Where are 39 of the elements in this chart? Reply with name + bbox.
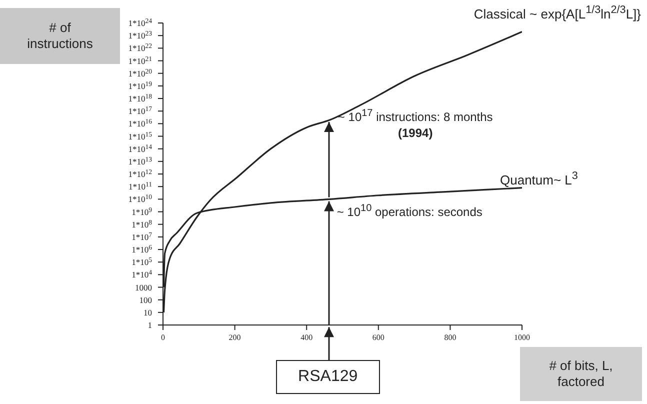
y-tick-label: 1*10$^{10}$ <box>128 194 153 204</box>
y-tick-label: 1 <box>148 320 152 330</box>
y-tick-label: 1*10$^{13}$ <box>128 156 153 166</box>
x-tick-label: 600 <box>372 333 384 342</box>
y-tick-label: 1*10$^{6}$ <box>132 244 153 254</box>
annotation: ~ 10$^{17}$ instructions: 8 months <box>338 108 493 124</box>
y-tick-label: 10 <box>144 307 152 318</box>
y-tick-label: 1*10$^{17}$ <box>128 106 153 116</box>
y-tick-label: 1*10$^{7}$ <box>132 231 153 242</box>
y-tick-label: 1*10$^{14}$ <box>128 143 153 154</box>
y-tick-label: 1000 <box>135 282 152 292</box>
y-tick-label: 1*10$^{24}$ <box>128 18 153 28</box>
annotation: ~ 10$^{10}$ operations: seconds <box>336 203 482 220</box>
y-tick-label: 1*10$^{19}$ <box>128 80 153 91</box>
y-tick-label: 1*10$^{5}$ <box>132 256 153 268</box>
y-tick-label: 1*10$^{11}$ <box>128 181 152 192</box>
annotation: (1994) <box>398 126 433 140</box>
y-tick-label: 1*10$^{18}$ <box>128 93 153 104</box>
y-tick-label: 1*10$^{16}$ <box>128 118 153 129</box>
x-tick-label: 0 <box>161 333 165 342</box>
series-label: Quantum~ L$^{3}$ <box>500 170 578 188</box>
text: Classical ~ exp{A[L$^{1/3}$ln$^{2/3}$L]} <box>474 4 641 22</box>
y-tick-label: 1*10$^{9}$ <box>132 206 153 217</box>
y-tick-label: 1*10$^{20}$ <box>128 68 153 78</box>
x-tick-label: 800 <box>444 333 456 342</box>
y-tick-label: 1*10$^{4}$ <box>132 269 153 280</box>
y-tick-label: 1*10$^{8}$ <box>132 218 153 230</box>
y-tick-label: 1*10$^{12}$ <box>128 168 153 179</box>
y-tick-label: 1*10$^{22}$ <box>128 42 153 54</box>
y-tick-label: 100 <box>139 294 152 305</box>
y-axis-title: # of instructions <box>0 8 120 64</box>
x-tick-label: 1000 <box>514 333 530 342</box>
y-tick-label: 1*10$^{15}$ <box>128 130 153 142</box>
x-axis-title: # of bits, L, factored <box>520 347 642 401</box>
y-tick-label: 1*10$^{23}$ <box>128 30 153 41</box>
x-tick-label: 200 <box>228 333 241 342</box>
text: RSA129 <box>276 360 380 394</box>
x-tick-label: 400 <box>300 333 313 342</box>
y-tick-label: 1*10$^{21}$ <box>128 55 152 66</box>
